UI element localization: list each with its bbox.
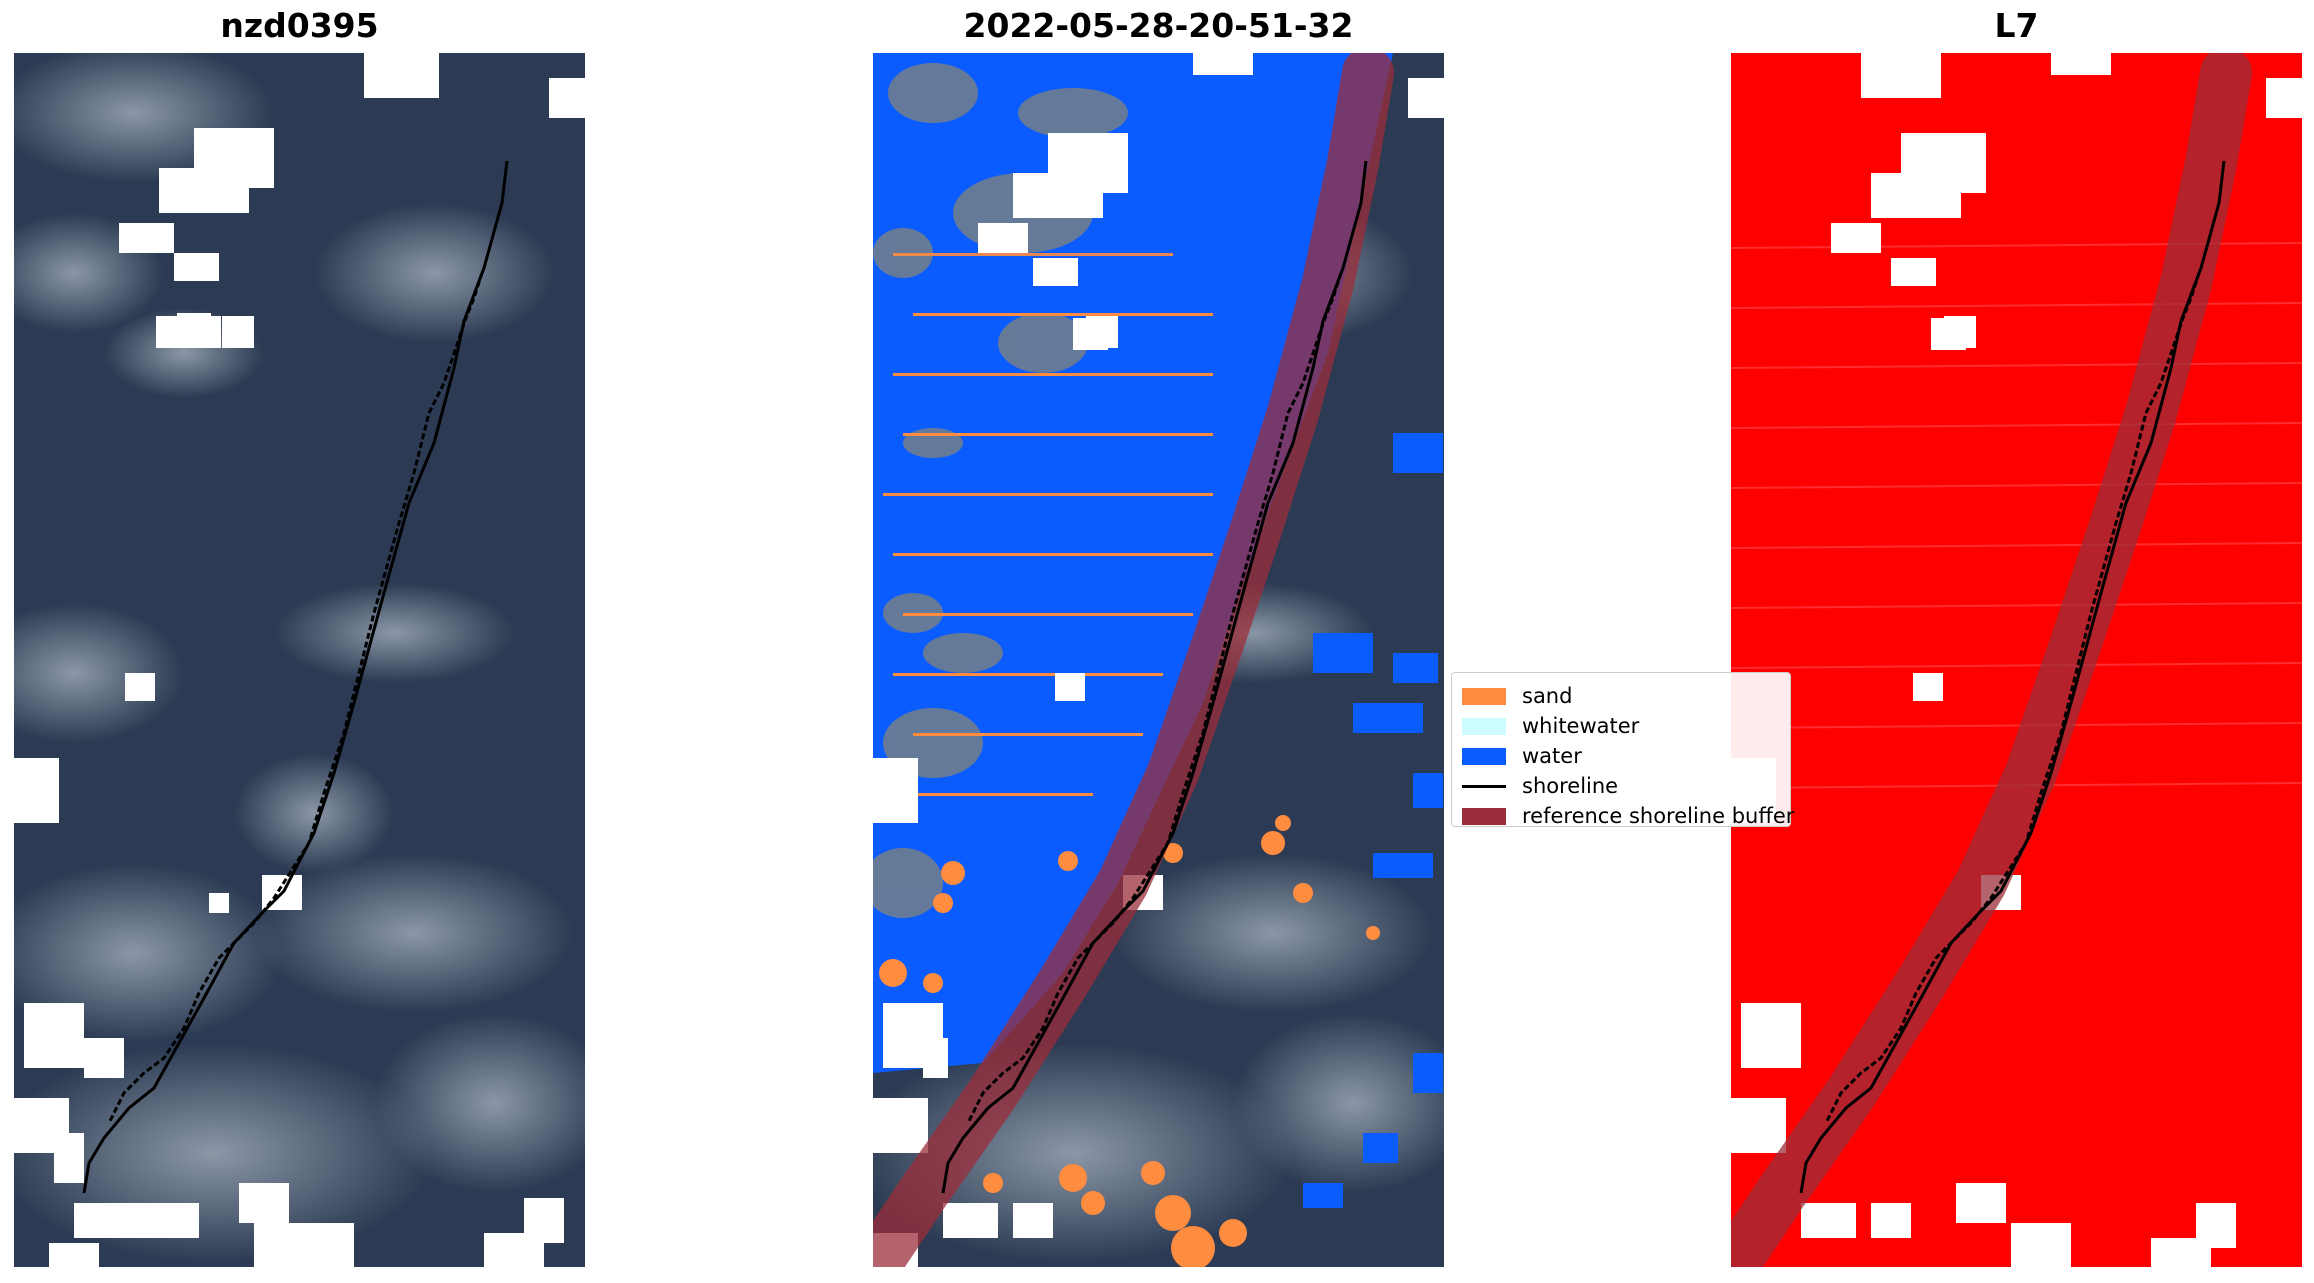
- shoreline-swatch: [1462, 784, 1506, 788]
- sand-swatch: [1462, 687, 1506, 705]
- classified-image-panel: [873, 53, 1444, 1267]
- reference-shoreline-buffer: [1731, 53, 2252, 1267]
- shoreline-detail: [966, 272, 1343, 1124]
- shoreline-detail: [107, 272, 484, 1124]
- panel-title-mask: L7: [1994, 6, 2039, 45]
- mask-image-panel: [1731, 53, 2302, 1267]
- whitewater-swatch: [1462, 717, 1506, 735]
- panel-title-classified: 2022-05-28-20-51-32: [963, 6, 1354, 45]
- legend-item-whitewater: whitewater: [1462, 713, 1639, 739]
- legend-item-shoreline: shoreline: [1462, 773, 1618, 799]
- reference-shoreline-buffer: [873, 53, 1394, 1267]
- panel-title-rgb: nzd0395: [220, 6, 379, 45]
- cloud-mask: [14, 53, 585, 1267]
- legend-label-water: water: [1522, 744, 1582, 768]
- shoreline-detail: [1824, 272, 2201, 1124]
- legend-item-water: water: [1462, 743, 1582, 769]
- buffer-swatch: [1462, 807, 1506, 825]
- water-swatch: [1462, 747, 1506, 765]
- legend-label-shoreline: shoreline: [1522, 774, 1619, 798]
- sand-class: [879, 815, 1380, 1267]
- legend: sand whitewater water shoreline referenc…: [1451, 672, 1794, 829]
- legend-label-whitewater: whitewater: [1522, 714, 1640, 738]
- legend-item-buffer: reference shoreline buffer: [1462, 803, 1794, 829]
- legend-item-sand: sand: [1462, 683, 1572, 709]
- rgb-image-panel: [14, 53, 585, 1267]
- water-speckles: [1303, 433, 1443, 1208]
- legend-label-buffer: reference shoreline buffer: [1522, 804, 1795, 828]
- legend-label-sand: sand: [1522, 684, 1573, 708]
